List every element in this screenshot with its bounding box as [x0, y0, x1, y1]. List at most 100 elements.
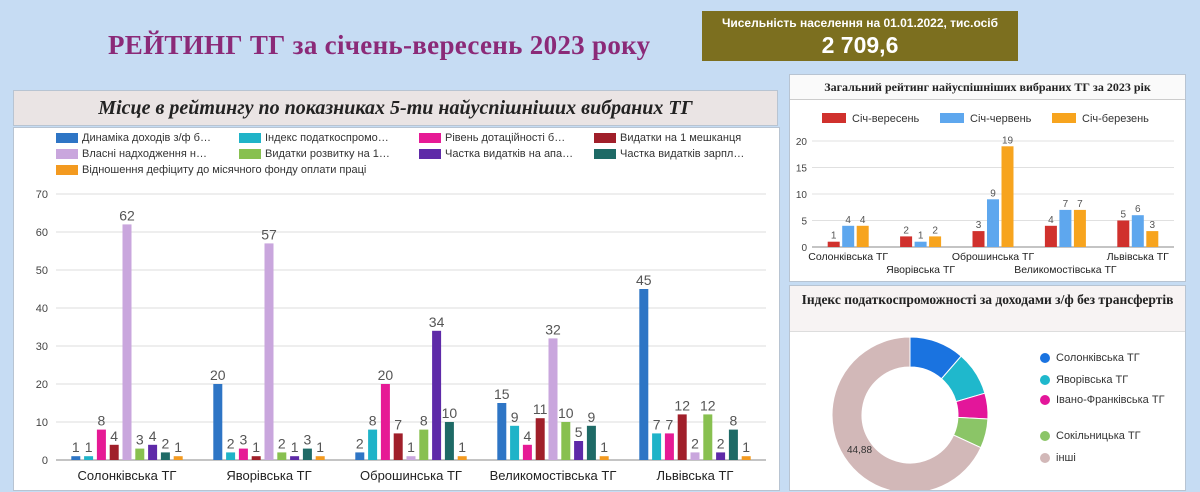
bar-value-label: 45	[636, 272, 652, 288]
bar-value-label: 2	[356, 435, 364, 451]
bar	[277, 452, 287, 460]
legend-item[interactable]: Яворівська ТГ	[1040, 374, 1180, 387]
y-tick-label: 10	[36, 417, 48, 429]
bar	[226, 452, 236, 460]
bar	[1044, 225, 1057, 247]
legend-item[interactable]: Сокільницька ТГ	[1040, 430, 1180, 443]
legend-swatch	[419, 149, 441, 159]
population-value: 2 709,6	[821, 32, 899, 58]
bar	[444, 422, 454, 460]
x-category-label: Солонківська ТГ	[808, 251, 888, 263]
bar	[84, 456, 94, 460]
legend-item[interactable]: Частка видатків на апа…	[419, 148, 573, 160]
legend-label: Видатки розвитку на 1…	[265, 148, 390, 160]
bar-value-label: 34	[429, 314, 445, 330]
bar-value-label: 4	[1048, 215, 1054, 226]
legend-item[interactable]: Власні надходження н…	[56, 148, 207, 160]
bar	[71, 456, 81, 460]
bar-value-label: 7	[394, 416, 402, 432]
bar-value-label: 2	[717, 435, 725, 451]
legend-swatch	[940, 113, 964, 123]
bar	[522, 444, 532, 460]
x-category-label: Оброшинська ТГ	[360, 468, 462, 483]
x-category-label: Яворівська ТГ	[226, 468, 311, 483]
y-tick-label: 30	[36, 341, 48, 353]
legend-dot	[1040, 353, 1050, 363]
bar-value-label: 2	[691, 435, 699, 451]
bar	[561, 422, 571, 460]
overall-rating-title: Загальний рейтинг найуспішніших вибраних…	[790, 75, 1185, 100]
bar-value-label: 1	[85, 439, 93, 455]
bar	[264, 243, 274, 460]
legend-item[interactable]: Відношення дефіциту до місячного фонду о…	[56, 164, 366, 176]
y-tick-label: 60	[36, 227, 48, 239]
legend-label: Власні надходження н…	[82, 148, 207, 160]
bar-value-label: 11	[533, 401, 548, 417]
y-tick-label: 5	[801, 217, 807, 228]
bar-value-label: 4	[860, 215, 866, 226]
bar-value-label: 10	[442, 405, 458, 421]
legend-item[interactable]: Солонківська ТГ	[1040, 352, 1180, 365]
bar	[1073, 209, 1086, 247]
bar-value-label: 2	[162, 435, 170, 451]
legend-item[interactable]: Індекс податкоспромо…	[239, 132, 389, 144]
y-tick-label: 15	[796, 164, 808, 175]
bar	[1059, 209, 1072, 247]
legend-item[interactable]: Івано-Франківська ТГ	[1040, 394, 1180, 407]
bar-value-label: 9	[990, 188, 996, 199]
bar	[380, 384, 390, 460]
y-tick-label: 0	[42, 455, 48, 467]
bar-value-label: 8	[369, 413, 377, 429]
y-tick-label: 70	[36, 189, 48, 201]
legend-item[interactable]: Видатки розвитку на 1…	[239, 148, 390, 160]
legend-dot	[1040, 375, 1050, 385]
legend-label: Індекс податкоспромо…	[265, 132, 389, 144]
legend-label: Відношення дефіциту до місячного фонду о…	[82, 164, 367, 176]
bar	[586, 425, 596, 460]
x-category-label: Великомостівська ТГ	[1014, 264, 1117, 276]
y-tick-label: 10	[796, 190, 808, 201]
bar	[457, 456, 467, 460]
bar-value-label: 9	[511, 409, 519, 425]
bar	[432, 330, 442, 460]
bar	[238, 448, 248, 460]
bar	[703, 414, 713, 460]
x-category-label: Львівська ТГ	[657, 468, 734, 483]
legend-label: Сокільницька ТГ	[1056, 430, 1141, 442]
bar-value-label: 32	[545, 321, 561, 337]
bar-value-label: 9	[588, 409, 596, 425]
bar	[213, 384, 223, 460]
bar-value-label: 1	[72, 439, 80, 455]
legend-label: Динаміка доходів з/ф б…	[82, 132, 211, 144]
legend-label: інші	[1056, 452, 1076, 464]
bar-value-label: 1	[252, 439, 260, 455]
bar	[652, 433, 662, 460]
legend-item[interactable]: Рівень дотаційності б…	[419, 132, 565, 144]
population-box: Чисельність населення на 01.01.2022, тис…	[702, 11, 1018, 61]
bar-value-label: 3	[136, 432, 144, 448]
bar-value-label: 20	[378, 367, 394, 383]
legend-item[interactable]: Динаміка доходів з/ф б…	[56, 132, 211, 144]
x-category-label: Великомостівська ТГ	[490, 468, 617, 483]
pie-slice	[831, 336, 982, 490]
bar-value-label: 3	[240, 432, 248, 448]
legend-item[interactable]: Видатки на 1 мешканця	[594, 132, 741, 144]
bar-value-label: 8	[730, 413, 738, 429]
bar	[690, 452, 700, 460]
pie-value-label: 44,88	[847, 445, 872, 456]
bar	[355, 452, 365, 460]
bar	[122, 224, 132, 460]
bar	[639, 289, 649, 460]
legend-item[interactable]: інші	[1040, 452, 1180, 465]
legend-label: Січ-червень	[970, 113, 1032, 125]
bar	[302, 448, 312, 460]
bar-value-label: 10	[558, 405, 574, 421]
bar	[972, 231, 985, 247]
bar-value-label: 4	[524, 428, 532, 444]
bar	[987, 199, 999, 247]
bar-value-label: 19	[1002, 135, 1014, 146]
bar-value-label: 3	[976, 220, 982, 231]
legend-item[interactable]: Частка видатків зарпл…	[594, 148, 744, 160]
legend-swatch	[419, 133, 441, 143]
legend-swatch	[56, 133, 78, 143]
